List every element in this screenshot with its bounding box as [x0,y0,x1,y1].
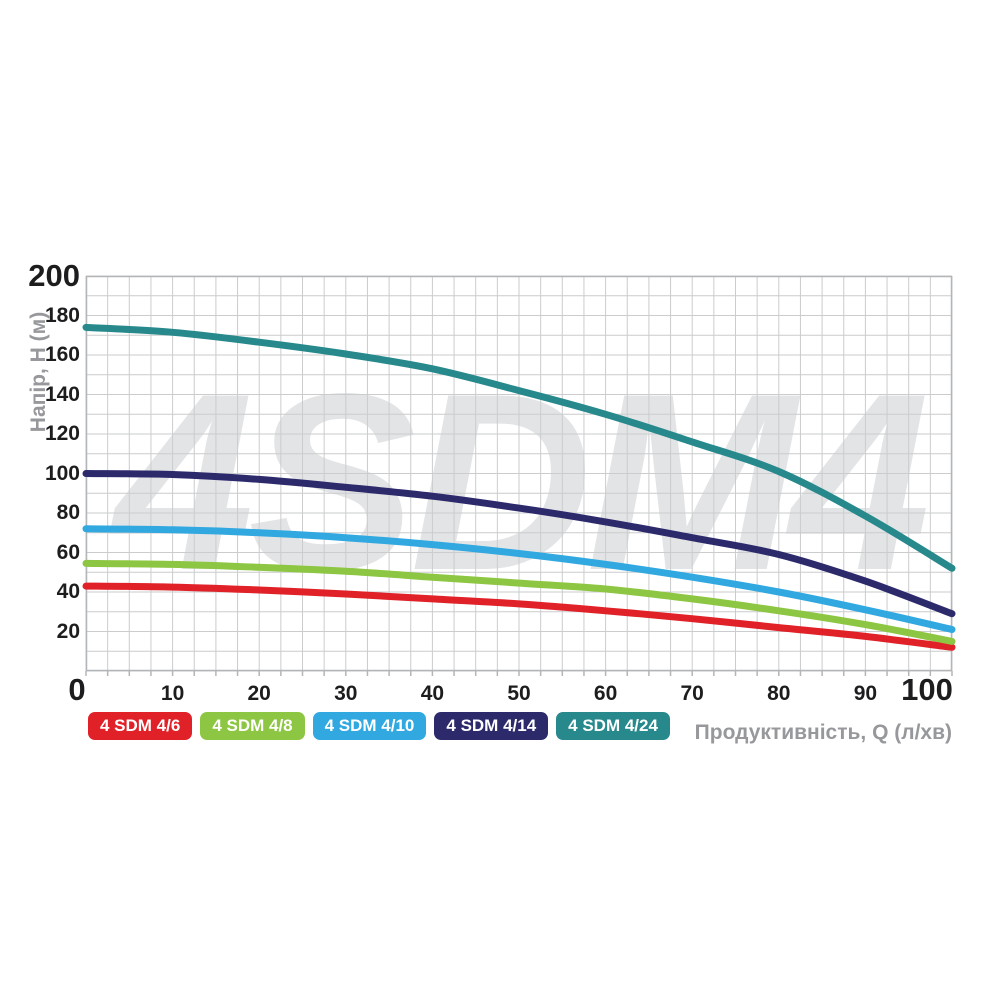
legend-badge-4-sdm-4-10: 4 SDM 4/10 [312,712,427,740]
curve-4-sdm-4-24 [82,323,956,572]
x-tick-label-60: 60 [593,682,618,705]
y-tick-label-160: 160 [44,343,80,366]
y-tick-label-140: 140 [44,382,80,406]
x-tick-label-0: 0 [68,672,86,707]
y-tick-label-20: 20 [56,619,80,643]
y-tick-label-40: 40 [56,580,80,603]
legend: 4 SDM 4/6 4 SDM 4/8 4 SDM 4/10 4 SDM 4/14 4 … [88,712,670,740]
legend-badge-4-sdm-4-24: 4 SDM 4/24 [556,712,670,740]
y-tick-label-100: 100 [44,461,80,485]
y-tick-label-200: 200 [28,258,80,293]
y-tick-label-120: 120 [44,422,80,445]
y-tick-label-80: 80 [56,501,80,524]
y-tick-label-60: 60 [56,540,80,564]
x-tick-label-30: 30 [334,682,358,705]
x-tick-label-40: 40 [420,682,445,705]
x-axis-title: Продуктивність, Q (л/хв) [694,721,952,744]
curve-4-sdm-4-10 [82,525,956,633]
curve-4-sdm-4-14 [82,470,956,618]
x-tick-label-20: 20 [247,682,271,705]
x-tick-label-10: 10 [160,682,185,705]
x-tick-label-50: 50 [507,682,531,705]
y-tick-label-180: 180 [44,303,80,327]
axis-tick-marks [85,671,953,676]
legend-badge-4-sdm-4-8: 4 SDM 4/8 [200,712,305,740]
legend-badge-4-sdm-4-14: 4 SDM 4/14 [434,712,549,740]
x-tick-label-80: 80 [767,682,791,705]
x-tick-label-90: 90 [853,682,878,705]
x-tick-label-100: 100 [901,672,953,707]
curve-4-sdm-4-6 [82,582,956,651]
x-tick-label-70: 70 [680,682,704,705]
legend-badge-4-sdm-4-6: 4 SDM 4/6 [88,712,193,740]
curve-4-sdm-4-8 [82,559,956,645]
plot-area: 4SDM4 [82,275,956,676]
